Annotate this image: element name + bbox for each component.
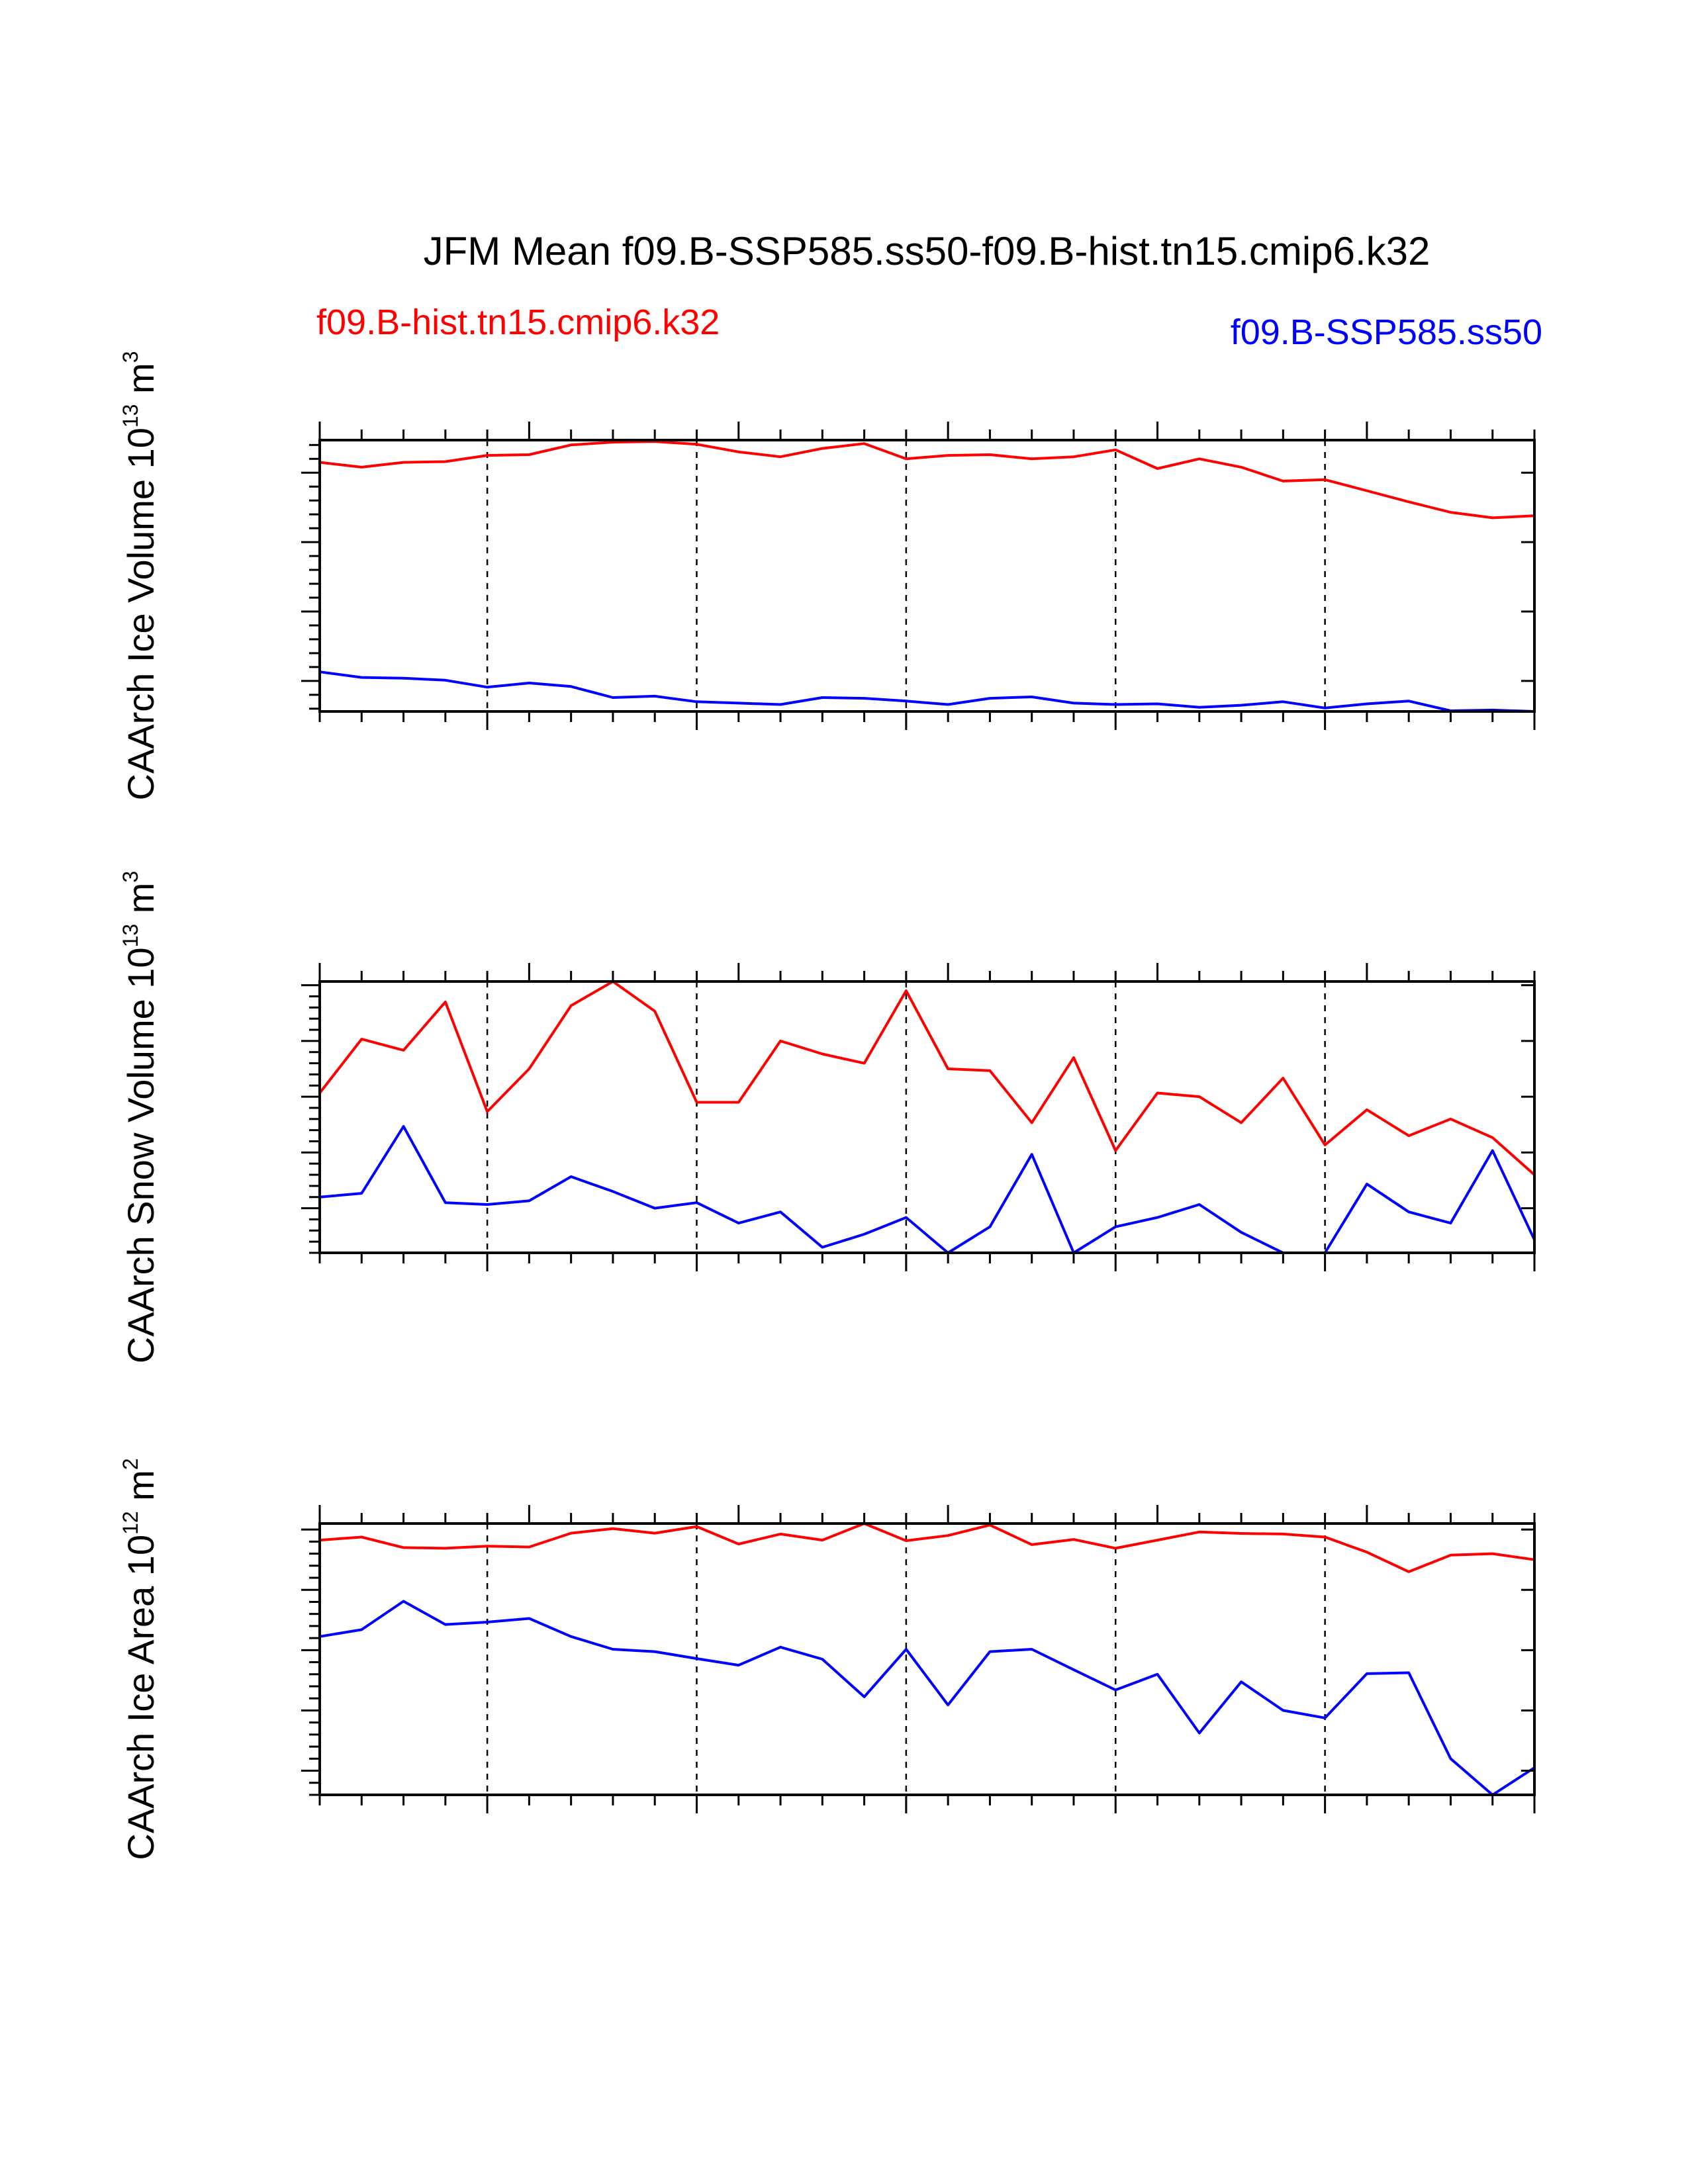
y-title-main: CAArch Ice Area 10 bbox=[120, 1535, 162, 1860]
y-axis-title: CAArch Snow Volume 1013 m3 bbox=[118, 871, 162, 1363]
y-title-unit-exponent: 3 bbox=[118, 871, 142, 883]
series-hist-line bbox=[318, 980, 1536, 1176]
main-title: JFM Mean f09.B-SSP585.ss50-f09.B-hist.tn… bbox=[424, 229, 1430, 273]
series-ssp-line bbox=[319, 1600, 1536, 1796]
panel-snow-volume: CAArch Snow Volume 1013 m3 bbox=[118, 871, 1536, 1363]
y-title-unit: m bbox=[120, 1470, 162, 1511]
series-hist-line bbox=[319, 1522, 1535, 1573]
panel-ice-area: CAArch Ice Area 1012 m2 bbox=[118, 1458, 1536, 1860]
y-title-exponent: 12 bbox=[118, 1511, 142, 1535]
y-title-exponent: 13 bbox=[118, 404, 142, 428]
series-ssp-line bbox=[319, 670, 1535, 713]
y-axis-title: CAArch Ice Volume 1013 m3 bbox=[118, 351, 162, 801]
y-title-exponent: 13 bbox=[118, 924, 142, 948]
series-hist-line bbox=[319, 440, 1535, 520]
y-title-main: CAArch Ice Volume 10 bbox=[120, 428, 162, 800]
y-title-unit-exponent: 2 bbox=[118, 1458, 142, 1470]
series-ssp-line bbox=[319, 1125, 1536, 1254]
y-title-unit: m bbox=[120, 363, 162, 404]
panel-ice-volume: CAArch Ice Volume 1013 m3 bbox=[118, 351, 1536, 801]
y-axis-title: CAArch Ice Area 1012 m2 bbox=[118, 1458, 162, 1860]
legend-ssp-label: f09.B-SSP585.ss50 bbox=[1231, 312, 1542, 352]
plot-frame bbox=[318, 1522, 1536, 1796]
legend-hist-label: f09.B-hist.tn15.cmip6.k32 bbox=[316, 302, 720, 342]
y-title-unit: m bbox=[120, 883, 162, 924]
y-title-main: CAArch Snow Volume 10 bbox=[120, 947, 162, 1363]
y-title-unit-exponent: 3 bbox=[118, 351, 142, 363]
plot-frame bbox=[318, 439, 1536, 713]
plot-frame bbox=[318, 980, 1536, 1254]
